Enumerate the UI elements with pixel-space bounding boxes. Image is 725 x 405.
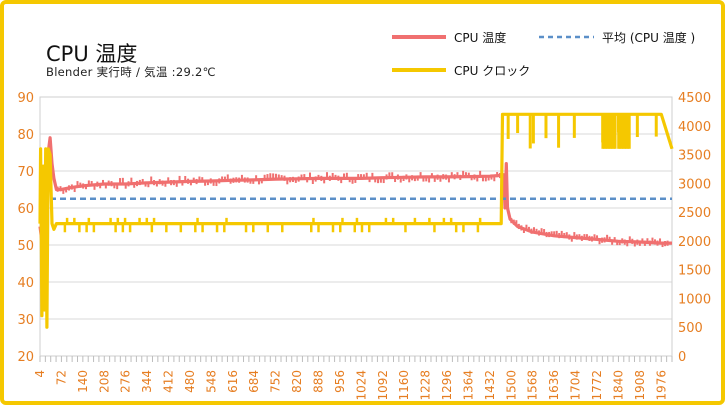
series-line-0: [38, 136, 672, 245]
x-tick-label: 72: [54, 370, 68, 385]
x-tick-label: 1160: [397, 370, 411, 401]
y-left-tick-label: 30: [17, 313, 34, 328]
x-tick-label: 140: [76, 370, 90, 393]
x-tick-label: 548: [204, 370, 218, 393]
x-tick-label: 752: [269, 370, 283, 393]
y-right-tick-label: 4500: [678, 91, 711, 106]
chart-subtitle: Blender 実行時 / 気温 :29.2℃: [46, 65, 216, 79]
x-tick-label: 820: [290, 370, 304, 393]
x-tick-label: 1840: [611, 370, 625, 401]
y-right-tick-label: 500: [678, 321, 703, 336]
y-left-tick-label: 70: [17, 165, 34, 180]
x-tick-label: 1636: [547, 370, 561, 401]
y-right-tick-label: 3500: [678, 149, 711, 164]
x-tick-label: 208: [97, 370, 111, 393]
x-tick-label: 276: [119, 370, 133, 393]
y-right-tick-label: 1500: [678, 264, 711, 279]
x-tick-label: 1500: [504, 370, 518, 401]
x-tick-label: 616: [226, 370, 240, 393]
y-left-tick-label: 90: [17, 91, 34, 106]
y-left-tick-label: 60: [17, 202, 34, 217]
x-tick-label: 4: [33, 370, 47, 378]
y-right-tick-label: 4000: [678, 120, 711, 135]
legend-label-clock: CPU クロック: [454, 64, 531, 78]
chart-title: CPU 温度: [46, 42, 138, 66]
x-tick-label: 1976: [654, 370, 668, 401]
x-tick-label: 480: [183, 370, 197, 393]
y-right-tick-label: 1000: [678, 292, 711, 307]
y-right-tick-label: 2000: [678, 235, 711, 250]
x-tick-label: 1092: [376, 370, 390, 401]
x-tick-label: 412: [162, 370, 176, 393]
y-right-tick-label: 0: [678, 350, 686, 365]
x-tick-label: 1364: [461, 370, 475, 401]
x-tick-label: 1228: [419, 370, 433, 401]
y-left-tick-label: 50: [17, 239, 34, 254]
x-tick-label: 1908: [633, 370, 647, 401]
y-right-tick-label: 2500: [678, 206, 711, 221]
y-right-tick-label: 3000: [678, 177, 711, 192]
x-tick-label: 1024: [354, 370, 368, 401]
x-tick-label: 1704: [569, 370, 583, 401]
x-tick-label: 888: [312, 370, 326, 393]
x-tick-label: 1772: [590, 370, 604, 401]
x-tick-label: 1296: [440, 370, 454, 401]
x-tick-label: 1432: [483, 370, 497, 401]
plot-border: [39, 96, 673, 357]
x-tick-label: 344: [140, 370, 154, 393]
x-tick-label: 956: [333, 370, 347, 393]
y-left-tick-label: 20: [17, 350, 34, 365]
y-left-tick-label: 80: [17, 128, 34, 143]
x-tick-label: 684: [247, 370, 261, 393]
legend-label-temp: CPU 温度: [454, 31, 507, 45]
y-left-tick-label: 40: [17, 276, 34, 291]
x-tick-label: 1568: [526, 370, 540, 401]
legend-label-average: 平均 (CPU 温度 ): [602, 31, 696, 45]
plot-area: 20 30 40 50 60 70 80 90 0 500 1000 1500 2000 2500 3000…: [17, 91, 711, 401]
